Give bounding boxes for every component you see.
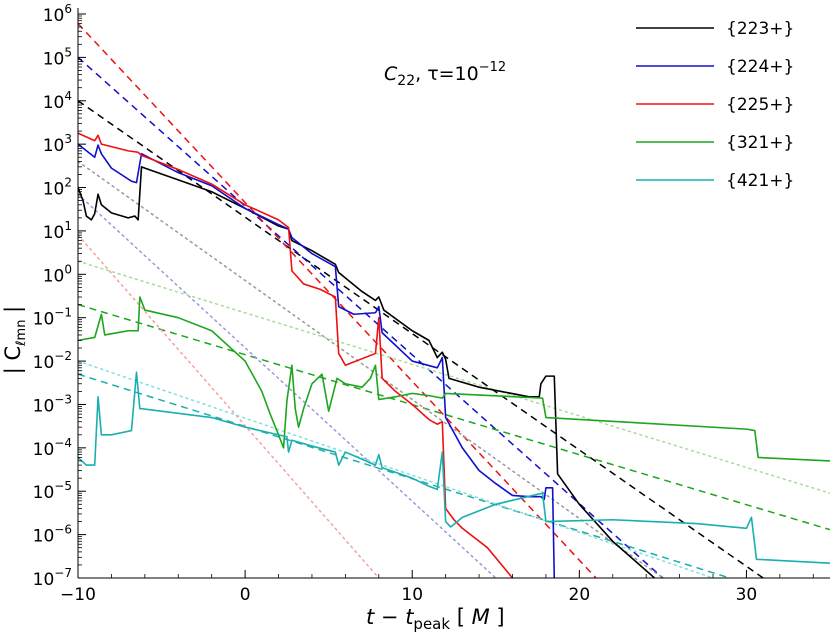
y-tick-exponent: 6 — [64, 2, 72, 16]
y-tick-base: 10 — [43, 223, 65, 243]
series-line-3-solid — [78, 296, 830, 462]
y-tick-label: 103 — [43, 132, 72, 156]
annotation-label: C22, τ=10−12 — [384, 60, 506, 89]
x-axis-title-minus: − — [374, 605, 405, 629]
series-line-12-dotted — [78, 234, 380, 578]
y-tick-base: 10 — [33, 353, 55, 373]
y-tick-label: 10−1 — [33, 306, 72, 330]
y-tick-label: 104 — [43, 89, 72, 113]
y-tick-exponent: −5 — [54, 479, 72, 493]
annotation-tau: , τ=10 — [415, 63, 479, 85]
y-tick-exponent: 3 — [64, 132, 72, 146]
x-axis-title-close: ] — [490, 605, 505, 629]
y-tick-label: 100 — [43, 262, 72, 286]
y-axis-title: | Cℓmn | — [1, 306, 29, 374]
y-axis-title-open: | C — [1, 346, 26, 374]
x-tick-label: 30 — [736, 585, 758, 605]
x-axis-title-t: t — [366, 605, 375, 629]
series-line-1-solid — [78, 143, 556, 578]
y-tick-exponent: −4 — [54, 436, 72, 450]
y-tick-base: 10 — [43, 180, 65, 200]
series-line-7-dashed — [78, 23, 597, 578]
x-tick-label: 20 — [569, 585, 591, 605]
y-tick-label: 10−3 — [33, 392, 72, 416]
series-line-10-dotted — [78, 160, 664, 578]
y-tick-label: 10−2 — [33, 349, 72, 373]
series-group — [78, 23, 830, 578]
x-axis-title-tpeak: t — [405, 605, 414, 629]
y-tick-label: 102 — [43, 176, 72, 200]
y-axis-title-close: | — [1, 306, 26, 320]
y-tick-base: 10 — [43, 266, 65, 286]
y-tick-base: 10 — [43, 136, 65, 156]
series-line-2-solid — [78, 132, 514, 578]
y-tick-base: 10 — [43, 93, 65, 113]
tick-labels: −10 0 10 20 3010610510410310210110010−110−21… — [33, 2, 758, 605]
x-tick-label: −10 — [60, 585, 96, 605]
y-tick-base: 10 — [43, 49, 65, 69]
legend-label: {225+} — [726, 95, 794, 115]
y-tick-label: 101 — [43, 219, 72, 243]
y-tick-exponent: −3 — [54, 392, 72, 406]
x-axis-title-unit: M — [472, 605, 490, 629]
y-tick-base: 10 — [33, 440, 55, 460]
series-line-13-dotted — [78, 260, 830, 494]
y-tick-exponent: 1 — [64, 219, 72, 233]
series-line-0-solid — [78, 166, 656, 578]
series-line-6-dashed — [78, 56, 664, 578]
y-tick-exponent: −6 — [54, 523, 72, 537]
y-tick-label: 10−6 — [33, 523, 72, 547]
legend-label: {223+} — [726, 19, 794, 39]
y-tick-base: 10 — [33, 570, 55, 590]
annotation-exponent: −12 — [479, 60, 506, 75]
x-tick-label: 10 — [401, 585, 423, 605]
y-tick-exponent: −1 — [54, 306, 72, 320]
legend-label: {224+} — [726, 57, 794, 77]
series-line-11-dotted — [78, 193, 497, 578]
x-axis-title-open: [ — [450, 605, 472, 629]
series-line-14-dotted — [78, 360, 714, 578]
annotation-symbol: C — [384, 63, 398, 85]
x-axis-title-subscript: peak — [413, 615, 450, 633]
y-tick-exponent: −2 — [54, 349, 72, 363]
y-tick-base: 10 — [33, 527, 55, 547]
legend: {223+} {224+} {225+} {321+} {421+} — [636, 19, 794, 191]
y-tick-exponent: 4 — [64, 89, 72, 103]
y-tick-label: 10−4 — [33, 436, 72, 460]
series-line-8-dashed — [78, 303, 830, 531]
y-tick-label: 105 — [43, 45, 72, 69]
series-line-4-solid — [78, 371, 830, 564]
legend-label: {421+} — [726, 171, 794, 191]
y-tick-exponent: 0 — [64, 262, 72, 276]
legend-label: {321+} — [726, 133, 794, 153]
y-tick-exponent: 2 — [64, 176, 72, 190]
y-axis-title-subscript: ℓmn — [14, 320, 29, 347]
y-tick-label: 106 — [43, 2, 72, 26]
y-tick-label: 10−7 — [33, 566, 72, 590]
y-tick-label: 10−5 — [33, 479, 72, 503]
axes — [77, 8, 830, 579]
y-tick-base: 10 — [43, 6, 65, 26]
y-tick-exponent: 5 — [64, 45, 72, 59]
y-tick-base: 10 — [33, 396, 55, 416]
annotation-subscript: 22 — [397, 73, 415, 89]
x-axis-title: t − tpeak [ M ] — [366, 605, 505, 633]
y-tick-base: 10 — [33, 310, 55, 330]
y-tick-exponent: −7 — [54, 566, 72, 580]
x-tick-label: 0 — [240, 585, 251, 605]
y-tick-base: 10 — [33, 483, 55, 503]
